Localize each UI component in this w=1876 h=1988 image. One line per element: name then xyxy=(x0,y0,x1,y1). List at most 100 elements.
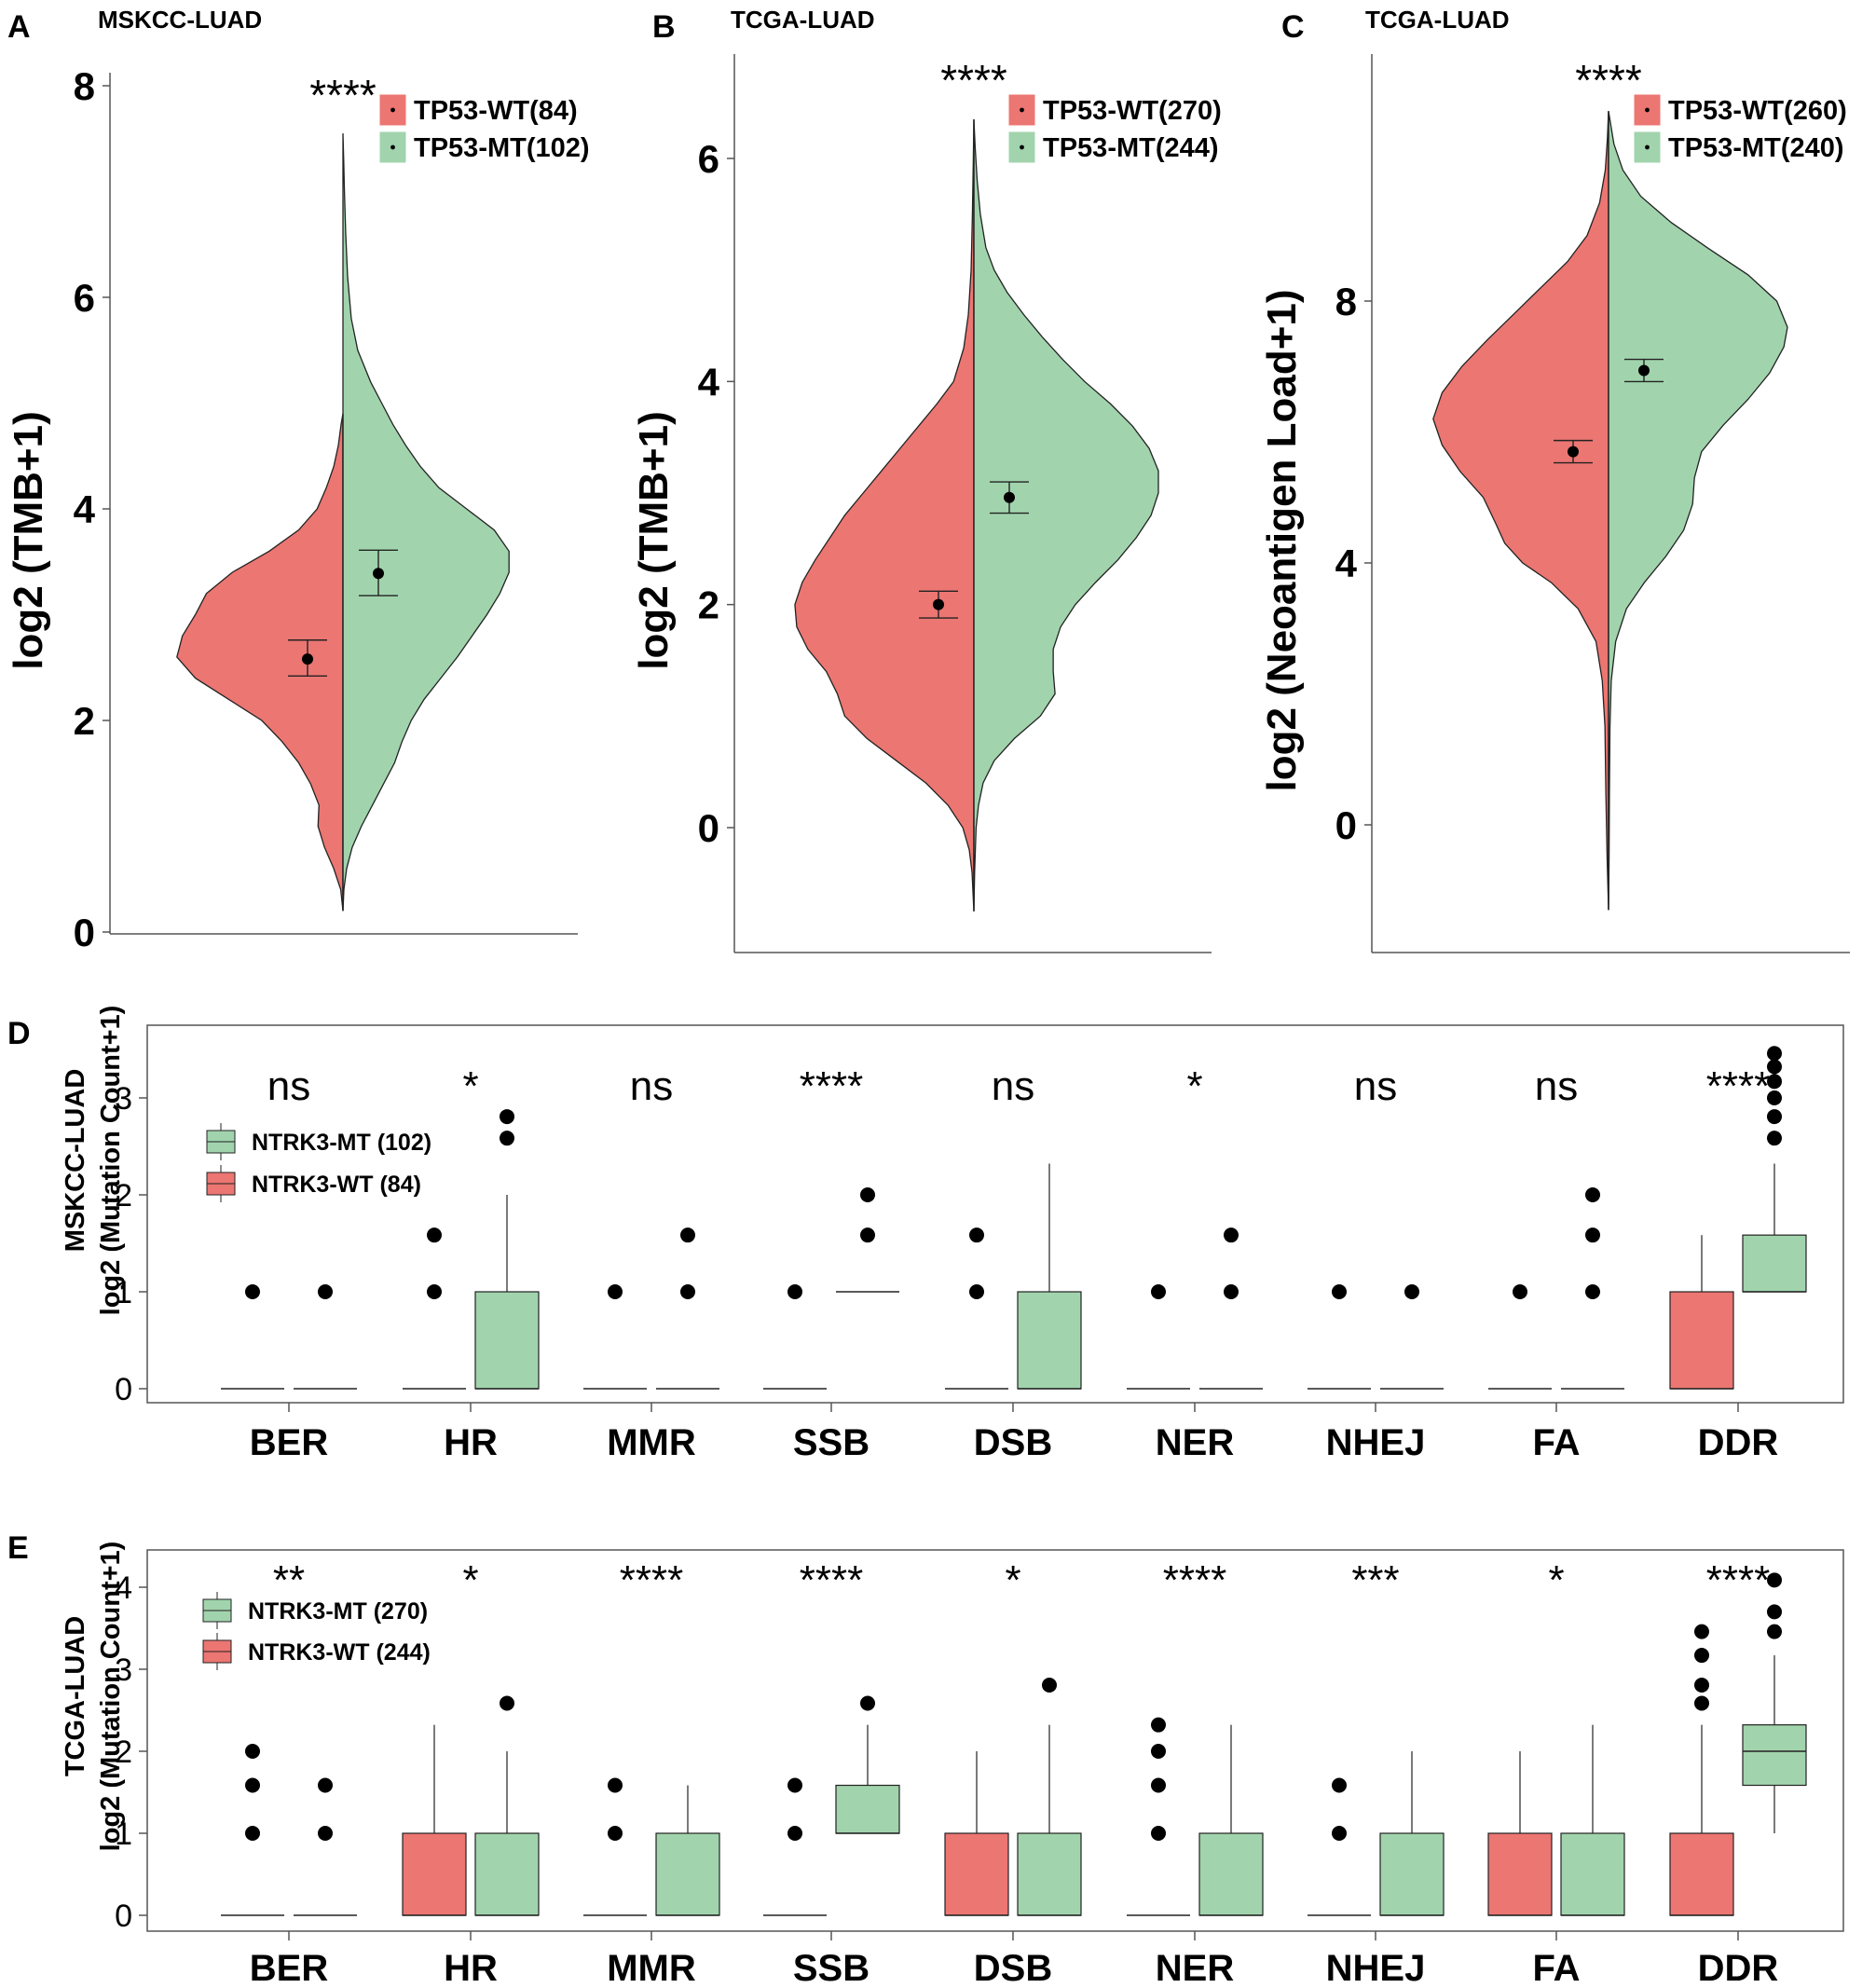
outlier-point xyxy=(245,1777,260,1793)
significance-label: * xyxy=(1186,1063,1202,1109)
legend-label: TP53-WT(260) xyxy=(1668,96,1847,126)
panel-letter: B xyxy=(652,9,676,45)
outlier-point xyxy=(680,1227,695,1243)
y-axis-label-dataset: MSKCC-LUAD xyxy=(61,1069,90,1253)
significance-label: **** xyxy=(1163,1557,1227,1603)
legend-dot xyxy=(390,144,395,150)
significance-label: ** xyxy=(273,1557,305,1603)
x-tick-label: SSB xyxy=(793,1948,870,1988)
box-mt xyxy=(1017,1291,1082,1390)
y-tick-label: 4 xyxy=(74,487,96,531)
x-tick-label: FA xyxy=(1532,1948,1580,1988)
mean-point xyxy=(302,653,313,665)
x-tick-label: FA xyxy=(1532,1422,1580,1463)
panel-letter: D xyxy=(7,1016,31,1051)
outlier-point xyxy=(1767,1604,1782,1620)
outlier-point xyxy=(1332,1284,1347,1299)
violin-half-mt xyxy=(1608,111,1788,911)
x-tick-label: NHEJ xyxy=(1326,1948,1426,1988)
significance-label: **** xyxy=(1706,1063,1771,1109)
outlier-point xyxy=(427,1227,442,1243)
significance-label: ns xyxy=(630,1063,673,1109)
box-mt xyxy=(1017,1832,1082,1916)
outlier-point xyxy=(1585,1284,1600,1299)
outlier-point xyxy=(787,1284,802,1299)
outlier-point xyxy=(969,1284,984,1299)
x-tick-label: MMR xyxy=(607,1422,696,1463)
significance-label: **** xyxy=(620,1557,684,1603)
significance-label: **** xyxy=(800,1063,864,1109)
outlier-point xyxy=(1332,1826,1347,1841)
significance-label: ns xyxy=(1354,1063,1397,1109)
outlier-point xyxy=(1585,1187,1600,1202)
panel-title: MSKCC-LUAD xyxy=(98,6,262,34)
legend-dot xyxy=(390,107,395,113)
legend-label: NTRK3-WT (84) xyxy=(252,1172,421,1198)
mean-point xyxy=(1004,491,1015,503)
x-tick-label: DSB xyxy=(974,1422,1052,1463)
legend-label: TP53-WT(84) xyxy=(414,96,578,126)
outlier-point xyxy=(245,1744,260,1759)
outlier-point xyxy=(427,1284,442,1299)
outlier-point xyxy=(1694,1695,1709,1711)
outlier-point xyxy=(1224,1284,1239,1299)
outlier-point xyxy=(318,1284,333,1299)
y-tick-label: 0 xyxy=(74,911,95,954)
panel-title: TCGA-LUAD xyxy=(1365,6,1510,34)
significance-label: * xyxy=(1548,1557,1564,1603)
y-tick-label: 3 xyxy=(115,1081,132,1117)
panel-letter: C xyxy=(1281,9,1305,45)
violin-half-mt xyxy=(973,119,1159,912)
legend-dot xyxy=(1020,107,1024,113)
outlier-point xyxy=(608,1284,623,1299)
legend-dot xyxy=(1645,107,1650,113)
box-mt xyxy=(1742,1234,1807,1293)
legend-dot xyxy=(1645,144,1650,150)
panel-d: D 0 1 2 3 MSKCC-LUAD log2 (Mutation Count+1) BE… xyxy=(7,1006,1844,1463)
y-axis-label-measure: log2 (Mutation Count+1) xyxy=(96,1006,126,1316)
outlier-point xyxy=(608,1777,623,1793)
box-wt xyxy=(944,1832,1009,1916)
panel-c: C TCGA-LUAD 0 4 8 log2 (Neoantigen Load+1) ***… xyxy=(1259,6,1850,953)
box-mt xyxy=(1742,1724,1807,1787)
outlier-point xyxy=(1767,1059,1782,1075)
violin-half-mt xyxy=(342,133,510,912)
outlier-point xyxy=(500,1131,514,1146)
significance-label: **** xyxy=(309,71,377,119)
box-mt xyxy=(474,1291,540,1390)
outlier-point xyxy=(1151,1744,1166,1759)
x-tick-label: DDR xyxy=(1698,1948,1779,1988)
x-tick-label: HR xyxy=(444,1948,498,1988)
legend-label: TP53-MT(244) xyxy=(1043,133,1219,163)
outlier-point xyxy=(1224,1227,1239,1243)
panel-letter: E xyxy=(7,1530,29,1566)
mean-point xyxy=(1568,446,1579,458)
outlier-point xyxy=(969,1227,984,1243)
outlier-point xyxy=(1767,1572,1782,1588)
y-tick-label: 4 xyxy=(698,360,720,404)
panel-a: A MSKCC-LUAD 0 2 4 6 8 log2 (TMB+1) **** TP53-WT(… xyxy=(6,6,590,954)
violin-half-wt xyxy=(1432,111,1609,911)
outlier-point xyxy=(500,1109,514,1125)
box-mt xyxy=(1379,1832,1445,1916)
box-mt xyxy=(655,1832,720,1916)
y-tick-label: 0 xyxy=(1335,803,1357,847)
outlier-point xyxy=(1767,1074,1782,1090)
box-wt xyxy=(402,1832,467,1916)
outlier-point xyxy=(860,1187,875,1202)
outlier-point xyxy=(318,1777,333,1793)
outlier-point xyxy=(1151,1777,1166,1793)
legend-label: TP53-MT(102) xyxy=(414,133,590,163)
y-axis-label-dataset: TCGA-LUAD xyxy=(61,1616,90,1776)
legend-dot xyxy=(1020,144,1024,150)
outlier-point xyxy=(1694,1677,1709,1693)
x-tick-label: DDR xyxy=(1698,1422,1779,1463)
outlier-point xyxy=(787,1777,802,1793)
y-axis-label: log2 (Neoantigen Load+1) xyxy=(1259,289,1305,791)
outlier-point xyxy=(1767,1090,1782,1105)
outlier-point xyxy=(1694,1624,1709,1639)
box-mt xyxy=(1560,1832,1625,1916)
legend-label: NTRK3-MT (102) xyxy=(252,1130,431,1156)
x-tick-label: MMR xyxy=(607,1948,696,1988)
